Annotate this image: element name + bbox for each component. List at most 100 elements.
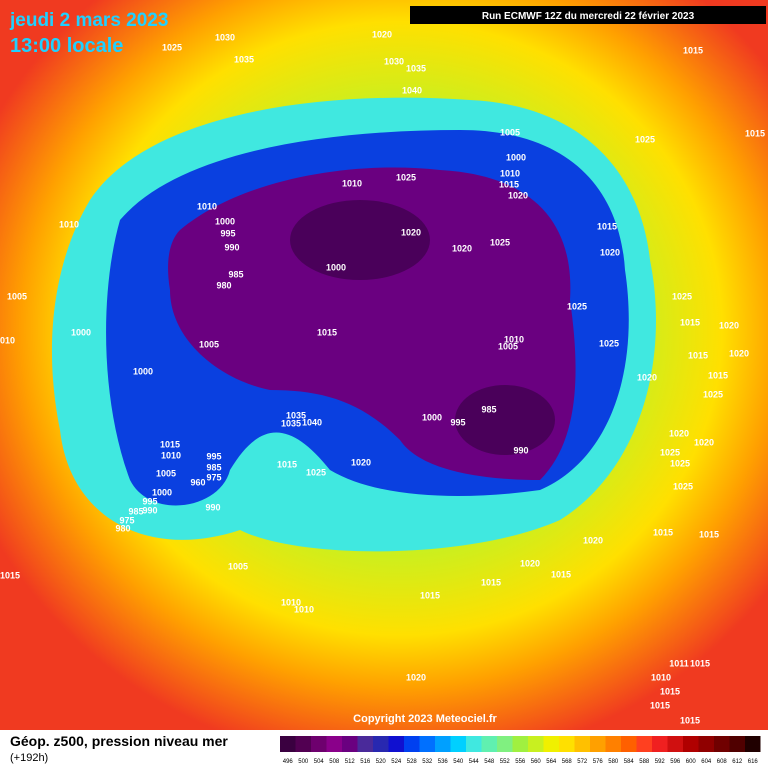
isobar-label: 1030	[215, 32, 235, 42]
colorbar-swatch	[373, 736, 389, 752]
isobar-label: 1015	[499, 179, 519, 189]
isobar-label: 1015	[597, 221, 617, 231]
isobar-label: 1015	[481, 577, 501, 587]
isobar-label: 1015	[745, 128, 765, 138]
colorbar-swatch	[404, 736, 420, 752]
colorbar-label: 556	[515, 759, 526, 765]
colorbar-swatch	[497, 736, 513, 752]
isobar-label: 1020	[406, 672, 426, 682]
isobar-label: 1020	[729, 348, 749, 358]
isobar-label: 1000	[71, 327, 91, 337]
isobar-label: 1025	[396, 172, 416, 182]
colorbar-label: 564	[546, 759, 557, 765]
colorbar-swatch	[745, 736, 761, 752]
isobar-label: 975	[206, 472, 221, 482]
isobar-label: 980	[115, 523, 130, 533]
isobar-label: 995	[142, 496, 157, 506]
colorbar-swatch	[729, 736, 745, 752]
colorbar-swatch	[419, 736, 435, 752]
colorbar-swatch	[295, 736, 311, 752]
isobar-label: 990	[142, 505, 157, 515]
isobar-label: 1025	[670, 458, 690, 468]
isobar-label: 1010	[651, 672, 671, 682]
colorbar-label: 584	[624, 759, 635, 765]
colorbar-label: 592	[655, 759, 666, 765]
isobar-label: 1020	[372, 29, 392, 39]
isobar-label: 1025	[599, 338, 619, 348]
low-core	[290, 200, 430, 280]
isobar-label: 990	[224, 242, 239, 252]
isobar-label: 1020	[452, 243, 472, 253]
isobar-label: 1015	[688, 350, 708, 360]
isobar-label: 1035	[286, 410, 306, 420]
colorbar-label: 504	[314, 759, 325, 765]
isobar-label: 1020	[637, 372, 657, 382]
isobar-label: 1010	[161, 450, 181, 460]
isobar-label: 985	[206, 462, 221, 472]
isobar-label: 1035	[406, 63, 426, 73]
isobar-label: 1005	[500, 127, 520, 137]
isobar-label: 1015	[0, 570, 20, 580]
colorbar-swatch	[326, 736, 342, 752]
isobar-label: 985	[481, 404, 496, 414]
isobar-label: 1000	[422, 412, 442, 422]
colorbar-label: 616	[748, 759, 759, 765]
colorbar-swatch	[590, 736, 606, 752]
isobar-label: 1000	[215, 216, 235, 226]
isobar-label: 1035	[281, 418, 301, 428]
isobar-label: 1010	[197, 201, 217, 211]
colorbar-swatch	[388, 736, 404, 752]
isobar-label: 1015	[650, 700, 670, 710]
isobar-label: 1005	[7, 291, 27, 301]
colorbar-label: 604	[701, 759, 712, 765]
isobar-label: 1015	[680, 715, 700, 725]
colorbar-label: 612	[732, 759, 743, 765]
colorbar-label: 516	[360, 759, 371, 765]
isobar-label: 1000	[152, 487, 172, 497]
isobar-label: 1040	[402, 85, 422, 95]
isobar-label: 1025	[635, 134, 655, 144]
footer-lead: (+192h)	[10, 752, 48, 764]
isobar-label: 1010	[59, 219, 79, 229]
isobar-label: 1015	[420, 590, 440, 600]
isobar-label: 995	[220, 228, 235, 238]
colorbar-swatch	[683, 736, 699, 752]
isobar-label: 1015	[551, 569, 571, 579]
isobar-label: 995	[450, 417, 465, 427]
isobar-label: 1015	[317, 327, 337, 337]
colorbar-label: 508	[329, 759, 340, 765]
colorbar-label: 496	[283, 759, 294, 765]
colorbar-swatch	[605, 736, 621, 752]
colorbar-label: 580	[608, 759, 619, 765]
colorbar-swatch	[636, 736, 652, 752]
colorbar-label: 548	[484, 759, 495, 765]
colorbar-swatch	[357, 736, 373, 752]
isobar-label: 1025	[672, 291, 692, 301]
colorbar-swatch	[543, 736, 559, 752]
isobar-label: 980	[216, 280, 231, 290]
colorbar-label: 524	[391, 759, 402, 765]
isobar-label: 1000	[506, 152, 526, 162]
colorbar: 496 500 504 508 512 516 520 524 528 532 536 540 544 5…	[280, 736, 761, 765]
colorbar-swatch	[280, 736, 296, 752]
colorbar-label: 532	[422, 759, 433, 765]
isobar-label: 1020	[669, 428, 689, 438]
isobar-label: 1010	[0, 335, 15, 345]
isobar-label: 1025	[660, 447, 680, 457]
isobar-label: 1015	[653, 527, 673, 537]
isobar-label: 1015	[708, 370, 728, 380]
isobar-label: 1020	[508, 190, 528, 200]
colorbar-swatch	[450, 736, 466, 752]
isobar-labels: 1025103010351020103010351040101510151005…	[0, 29, 765, 725]
colorbar-label: 528	[407, 759, 418, 765]
isobar-label: 1010	[294, 604, 314, 614]
low-core	[455, 385, 555, 455]
colorbar-label: 552	[500, 759, 511, 765]
isobar-label: 1020	[520, 558, 540, 568]
colorbar-label: 500	[298, 759, 309, 765]
isobar-label: 1000	[326, 262, 346, 272]
colorbar-swatch	[667, 736, 683, 752]
colorbar-label: 572	[577, 759, 588, 765]
colorbar-label: 596	[670, 759, 681, 765]
